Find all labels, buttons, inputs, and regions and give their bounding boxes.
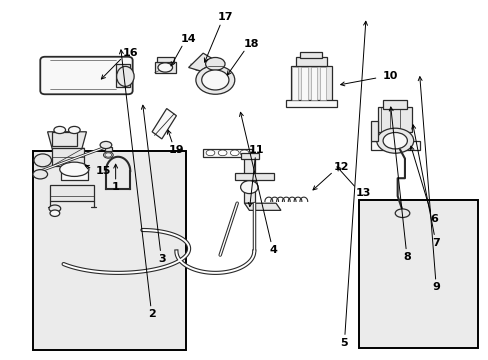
Text: 4: 4 — [269, 245, 277, 255]
Ellipse shape — [68, 126, 80, 134]
Ellipse shape — [205, 58, 224, 70]
Text: 2: 2 — [148, 309, 156, 319]
Text: 10: 10 — [382, 71, 397, 81]
Ellipse shape — [218, 150, 226, 156]
Ellipse shape — [201, 70, 228, 90]
Bar — [116, 64, 130, 87]
Bar — [300, 53, 322, 58]
Text: 6: 6 — [429, 214, 437, 224]
Ellipse shape — [240, 150, 248, 156]
Polygon shape — [47, 132, 86, 150]
Ellipse shape — [60, 162, 89, 176]
Text: 7: 7 — [432, 238, 440, 248]
Text: 13: 13 — [355, 188, 370, 198]
Bar — [50, 185, 94, 202]
Polygon shape — [152, 109, 176, 139]
Ellipse shape — [33, 170, 47, 179]
Bar — [377, 107, 411, 132]
Bar — [203, 149, 251, 157]
Bar — [295, 57, 326, 66]
Bar — [105, 147, 112, 152]
Text: 15: 15 — [96, 166, 111, 176]
Bar — [33, 152, 186, 350]
Bar — [244, 157, 255, 203]
Ellipse shape — [49, 205, 61, 212]
Bar — [301, 67, 307, 100]
Bar — [52, 148, 84, 166]
Text: 12: 12 — [333, 162, 349, 172]
Bar — [285, 100, 336, 107]
Polygon shape — [234, 173, 273, 180]
Text: 3: 3 — [158, 253, 165, 264]
Bar — [319, 67, 325, 100]
Ellipse shape — [205, 150, 214, 156]
Text: 11: 11 — [248, 145, 264, 155]
Text: 8: 8 — [403, 252, 410, 262]
Polygon shape — [244, 203, 281, 210]
Ellipse shape — [158, 63, 172, 72]
Text: 18: 18 — [244, 39, 259, 49]
Bar — [157, 57, 174, 62]
Text: 14: 14 — [181, 34, 196, 44]
Ellipse shape — [116, 66, 134, 86]
Text: 16: 16 — [122, 48, 138, 58]
Bar — [52, 132, 77, 146]
Bar — [154, 62, 176, 73]
Ellipse shape — [240, 181, 258, 194]
Polygon shape — [188, 53, 215, 71]
Text: 19: 19 — [168, 145, 184, 155]
Bar — [61, 169, 88, 180]
Ellipse shape — [230, 150, 239, 156]
Ellipse shape — [50, 210, 60, 216]
Text: 1: 1 — [112, 182, 119, 192]
Bar — [382, 100, 407, 109]
Text: 5: 5 — [340, 338, 347, 347]
Bar — [310, 67, 316, 100]
Text: 17: 17 — [217, 13, 232, 22]
Ellipse shape — [100, 141, 112, 149]
Ellipse shape — [394, 209, 409, 217]
Bar — [370, 141, 419, 150]
Bar — [370, 121, 377, 141]
Ellipse shape — [54, 126, 65, 134]
Text: 9: 9 — [432, 282, 440, 292]
Bar — [291, 67, 298, 100]
Ellipse shape — [196, 66, 234, 94]
Bar — [358, 200, 477, 348]
Bar — [240, 153, 259, 158]
FancyBboxPatch shape — [40, 57, 132, 94]
Ellipse shape — [34, 154, 51, 167]
Bar — [290, 66, 331, 102]
Ellipse shape — [382, 132, 407, 149]
Ellipse shape — [376, 128, 413, 153]
